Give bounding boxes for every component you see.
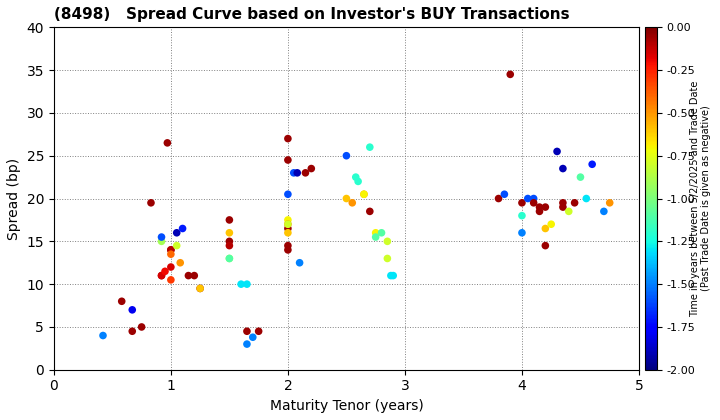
Point <box>575 174 586 181</box>
Y-axis label: Spread (bp): Spread (bp) <box>7 158 21 239</box>
Point <box>189 272 200 279</box>
X-axis label: Maturity Tenor (years): Maturity Tenor (years) <box>269 399 423 413</box>
Point <box>136 323 148 330</box>
Point <box>235 281 247 288</box>
Point <box>282 217 294 223</box>
Point <box>516 229 528 236</box>
Point <box>224 238 235 245</box>
Point <box>346 200 358 206</box>
Point <box>241 341 253 347</box>
Point <box>127 307 138 313</box>
Point <box>165 251 176 257</box>
Point <box>171 242 182 249</box>
Point <box>224 242 235 249</box>
Point <box>557 165 569 172</box>
Point <box>247 334 258 341</box>
Point <box>305 165 317 172</box>
Point <box>177 225 189 232</box>
Point <box>282 157 294 163</box>
Point <box>598 208 610 215</box>
Point <box>522 195 534 202</box>
Point <box>557 200 569 206</box>
Point <box>341 152 352 159</box>
Point <box>364 144 376 150</box>
Point <box>586 161 598 168</box>
Point <box>253 328 264 335</box>
Point <box>516 212 528 219</box>
Point <box>156 272 167 279</box>
Point <box>127 328 138 335</box>
Point <box>156 238 167 245</box>
Point <box>282 221 294 228</box>
Point <box>156 234 167 240</box>
Point <box>294 260 305 266</box>
Point <box>534 208 545 215</box>
Point <box>376 229 387 236</box>
Point <box>370 234 382 240</box>
Point <box>282 191 294 197</box>
Point <box>539 225 551 232</box>
Point <box>359 191 370 197</box>
Point <box>534 204 545 210</box>
Point <box>165 247 176 253</box>
Point <box>359 191 370 197</box>
Text: (8498)   Spread Curve based on Investor's BUY Transactions: (8498) Spread Curve based on Investor's … <box>54 7 570 22</box>
Point <box>282 229 294 236</box>
Point <box>171 229 182 236</box>
Point <box>387 272 399 279</box>
Point <box>563 208 575 215</box>
Point <box>282 225 294 232</box>
Point <box>156 272 167 279</box>
Point <box>194 285 206 292</box>
Point <box>145 200 157 206</box>
Point <box>505 71 516 78</box>
Point <box>569 200 580 206</box>
Point <box>282 221 294 228</box>
Point <box>161 139 173 146</box>
Point <box>224 255 235 262</box>
Point <box>292 170 303 176</box>
Point <box>539 242 551 249</box>
Point <box>282 135 294 142</box>
Point <box>116 298 127 304</box>
Point <box>282 242 294 249</box>
Point <box>282 247 294 253</box>
Point <box>183 272 194 279</box>
Point <box>528 195 539 202</box>
Point <box>499 191 510 197</box>
Point <box>288 170 300 176</box>
Point <box>350 174 361 181</box>
Point <box>224 217 235 223</box>
Point <box>546 221 557 228</box>
Point <box>165 247 176 253</box>
Point <box>300 170 311 176</box>
Point <box>385 272 397 279</box>
Point <box>528 200 539 206</box>
Point <box>241 281 253 288</box>
Point <box>241 328 253 335</box>
Point <box>224 255 235 262</box>
Point <box>174 260 186 266</box>
Point <box>539 204 551 210</box>
Point <box>382 255 393 262</box>
Point <box>557 204 569 210</box>
Y-axis label: Time in years between 5/2/2025 and Trade Date
(Past Trade Date is given as negat: Time in years between 5/2/2025 and Trade… <box>690 80 711 317</box>
Point <box>97 332 109 339</box>
Point <box>492 195 504 202</box>
Point <box>165 264 176 270</box>
Point <box>194 285 206 292</box>
Point <box>382 238 393 245</box>
Point <box>165 276 176 283</box>
Point <box>352 178 364 185</box>
Point <box>604 200 616 206</box>
Point <box>370 229 382 236</box>
Point <box>552 148 563 155</box>
Point <box>516 200 528 206</box>
Point <box>364 208 376 215</box>
Point <box>224 229 235 236</box>
Point <box>341 195 352 202</box>
Point <box>580 195 592 202</box>
Point <box>159 268 171 275</box>
